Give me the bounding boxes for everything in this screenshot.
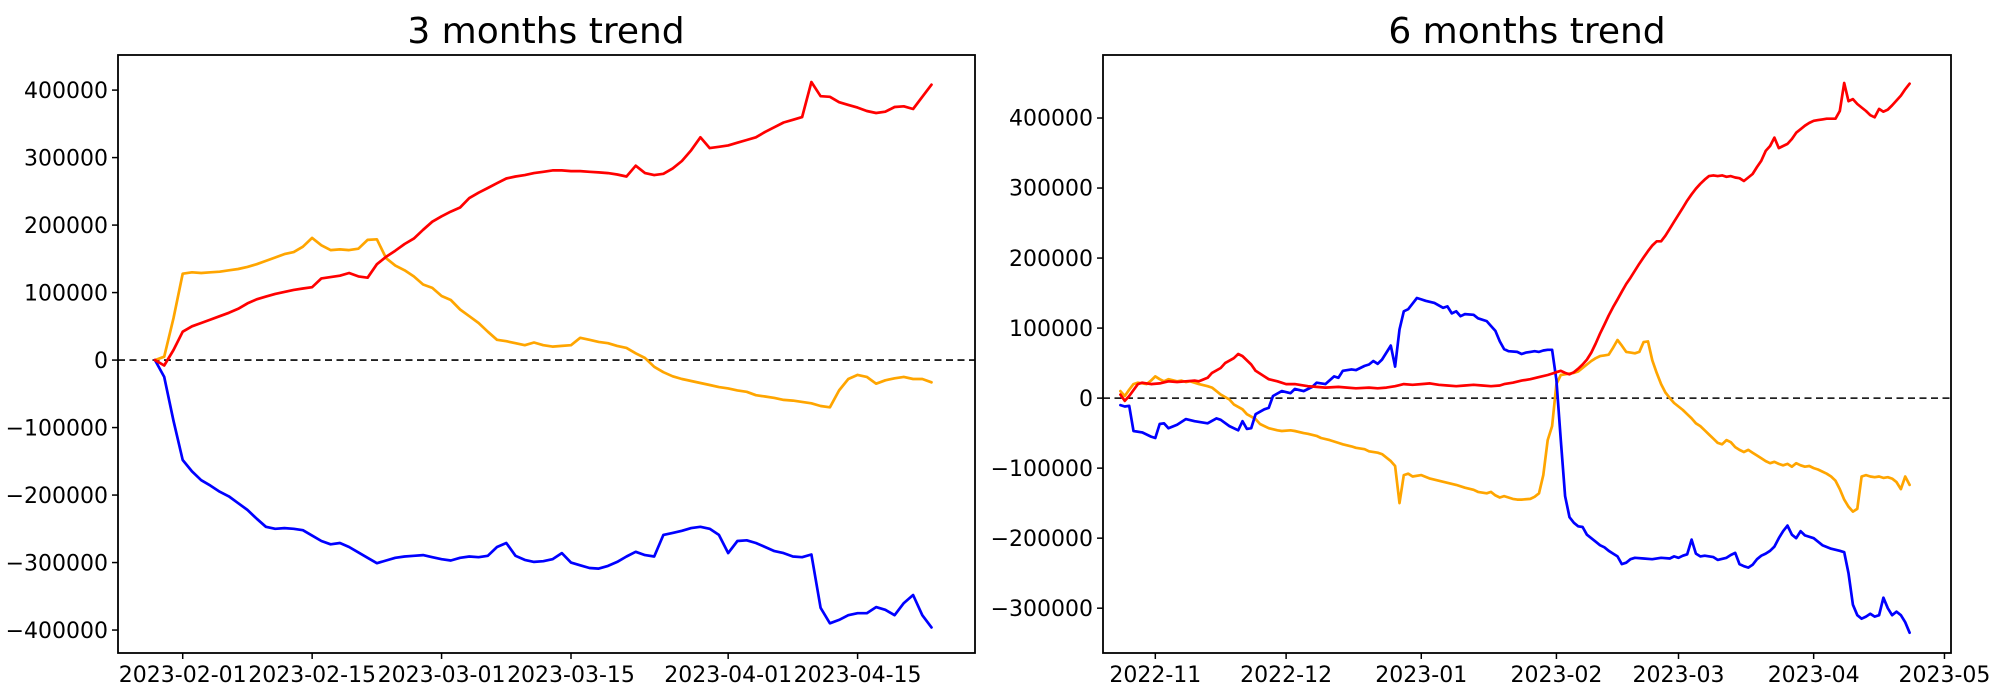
y-tick-label: −300000 [991,597,1093,622]
x-tick-label: 2023-04-15 [794,663,922,688]
series-line-blue [153,358,933,629]
y-tick-label: 0 [94,349,108,374]
series-line-orange [153,236,933,409]
y-tick-label: −300000 [6,551,108,576]
x-tick-label: 2023-03 [1633,663,1725,688]
y-tick-label: −100000 [991,457,1093,482]
y-tick-label: 400000 [1009,107,1093,132]
x-tick-label: 2023-03-01 [378,663,506,688]
y-tick-label: −200000 [991,527,1093,552]
x-tick-label: 2023-03-15 [507,663,635,688]
y-tick-label: −200000 [6,484,108,509]
y-tick-label: 200000 [24,214,108,239]
y-tick-label: 400000 [24,79,108,104]
y-tick-label: 100000 [1009,317,1093,342]
panel-left: 400000 300000 200000 100000 0 −100000 −200000 −… [6,54,976,688]
x-tick-label: 2022-12 [1240,663,1332,688]
chart-title-left: 3 months trend [407,11,684,52]
x-tick-label: 2022-11 [1109,663,1201,688]
y-tick-label: 200000 [1009,247,1093,272]
y-tick-label: 300000 [1009,177,1093,202]
x-tick-label: 2023-04-01 [664,663,792,688]
plot-border [1102,54,1952,654]
x-tick-label: 2023-02-15 [248,663,376,688]
plot-border [117,54,976,654]
y-tick-label: −100000 [6,416,108,441]
y-tick-label: −400000 [6,619,108,644]
x-tick-label: 2023-04 [1768,663,1860,688]
y-tick-label: 300000 [24,146,108,171]
y-tick-label: 0 [1079,387,1093,412]
x-tick-label: 2023-02-01 [119,663,247,688]
chart-title-right: 6 months trend [1388,11,1665,52]
x-tick-label: 2023-01 [1375,663,1467,688]
panel-right: 400000 300000 200000 100000 0 −100000 −200000 −… [991,54,1990,688]
x-tick-label: 2023-02 [1510,663,1602,688]
series-line-orange [1119,338,1911,513]
series-line-blue [1119,296,1911,635]
chart-panels: 400000 300000 200000 100000 0 −100000 −200000 −… [6,54,1990,688]
series-line-red [1119,81,1911,403]
x-tick-label: 2023-05 [1898,663,1990,688]
y-tick-label: 100000 [24,281,108,306]
series-line-red [153,80,933,367]
